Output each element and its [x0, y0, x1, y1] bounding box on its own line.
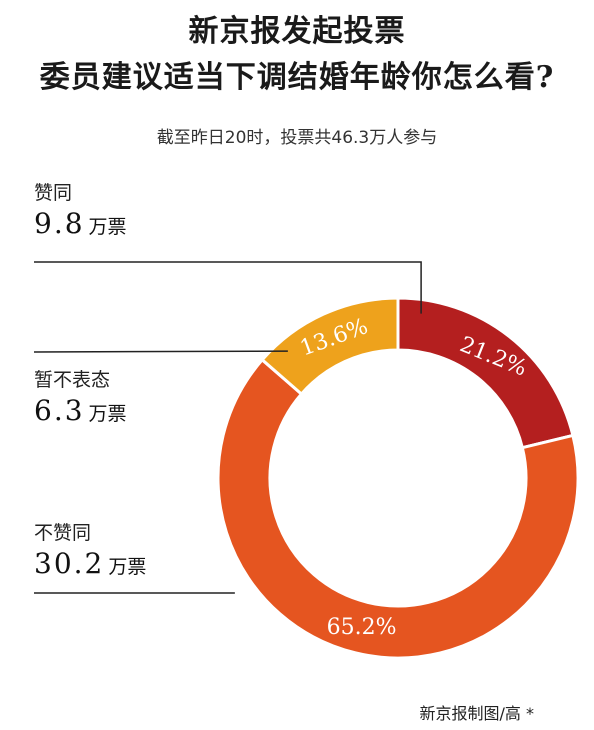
label-approve-name: 赞同 [34, 182, 73, 204]
label-undecided-unit: 万票 [88, 403, 127, 425]
label-approve-count: 9.8 [34, 207, 85, 240]
label-undecided-name: 暂不表态 [34, 369, 111, 391]
chart-subtitle: 截至昨日20时，投票共46.3万人参与 [156, 128, 438, 148]
chart-title-line2: 委员建议适当下调结婚年龄你怎么看? [39, 60, 555, 95]
percent-label-2: 65.2% [327, 615, 397, 640]
label-undecided-count: 6.3 [34, 394, 85, 427]
donut-slice-1 [396, 296, 575, 450]
label-undecided: 暂不表态 6.3 万票 [34, 365, 127, 427]
label-disapprove-name: 不赞同 [34, 522, 92, 544]
donut-slice-2 [216, 357, 580, 660]
label-approve: 赞同 9.8 万票 [34, 178, 127, 240]
leader-line-approve [34, 261, 422, 314]
label-disapprove: 不赞同 30.2 万票 [34, 518, 146, 580]
leader-line-undecided [33, 350, 288, 353]
chart-title-line1: 新京报发起投票 [188, 14, 406, 49]
label-approve-unit: 万票 [88, 216, 127, 238]
credit-text: 新京报制图/高 * [419, 704, 534, 723]
label-disapprove-count: 30.2 [34, 547, 105, 580]
label-disapprove-unit: 万票 [108, 556, 147, 578]
donut-slice-3 [260, 296, 400, 397]
